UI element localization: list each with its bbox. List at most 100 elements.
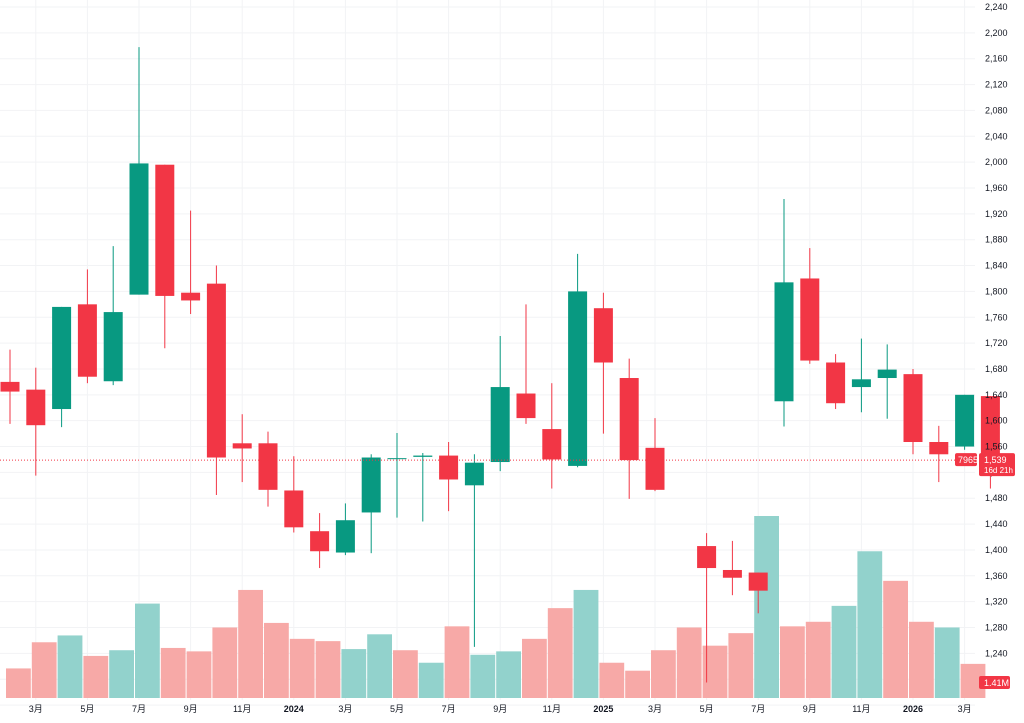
candle (826, 354, 846, 410)
price-tick-label: 1,640 (985, 390, 1008, 400)
price-tick-label: 2,200 (985, 28, 1008, 38)
price-tick-label: 1,400 (985, 545, 1008, 555)
countdown-label: 16d 21h (984, 466, 1013, 475)
volume-bar (728, 633, 754, 698)
candle-body (310, 531, 330, 552)
price-tick-label: 1,560 (985, 442, 1008, 452)
candle-body (516, 393, 536, 419)
candle-body (929, 442, 949, 455)
candle (181, 210, 201, 315)
volume-bar (31, 642, 57, 698)
candle-body (645, 447, 665, 490)
price-tick-label: 1,800 (985, 286, 1008, 296)
candle-body (955, 394, 975, 447)
candle (619, 358, 639, 499)
candle-body (77, 304, 97, 377)
candle (490, 335, 510, 472)
time-tick-label: 9月 (803, 704, 817, 714)
price-tick-label: 1,320 (985, 597, 1008, 607)
volume-bar (444, 626, 470, 698)
candle (52, 306, 72, 428)
price-tick-label: 1,880 (985, 235, 1008, 245)
volume-bar (805, 621, 831, 698)
price-tick-label: 1,360 (985, 571, 1008, 581)
volume-bar (831, 605, 857, 698)
candle-body (568, 291, 588, 466)
candle-body (103, 312, 123, 382)
candle (258, 431, 278, 507)
candle (877, 344, 897, 419)
symbol-badge (955, 453, 977, 467)
price-tick-label: 2,080 (985, 105, 1008, 115)
candle-body (542, 429, 562, 460)
time-axis[interactable]: 3月 5月 7月 9月 11月 2024 3月 5月 7月 9月 11月 2025 3月 5月 7月 9月 11… (29, 704, 972, 714)
candle (439, 442, 459, 512)
price-badge-label: 1,539 (984, 455, 1007, 465)
candle (593, 292, 613, 434)
volume-bar (780, 626, 805, 698)
candle (335, 503, 355, 556)
candle-body (464, 462, 484, 486)
candle (903, 368, 923, 455)
price-tick-label: 1,480 (985, 493, 1008, 503)
time-tick-label: 5月 (390, 704, 404, 714)
volume-bar (6, 668, 31, 698)
price-tick-label: 1,280 (985, 623, 1008, 633)
candle-body (851, 379, 871, 388)
price-axis[interactable]: 1,2401,2801,3201,3601,4001,4401,4801,520… (985, 2, 1008, 658)
candle (155, 164, 175, 349)
candle-body (877, 369, 897, 379)
price-tick-label: 1,240 (985, 648, 1008, 658)
candle-body (903, 374, 923, 443)
candle (800, 248, 820, 364)
price-tick-label: 1,960 (985, 183, 1008, 193)
candle-body (181, 292, 201, 301)
price-tick-label: 1,600 (985, 416, 1008, 426)
price-tick-label: 1,920 (985, 209, 1008, 219)
volume-bar (573, 589, 599, 698)
candle (464, 454, 484, 647)
candles (0, 47, 1000, 683)
volume-bar (315, 641, 341, 698)
candle-body (155, 164, 175, 296)
candle-body (129, 163, 149, 295)
candle-body (284, 490, 304, 528)
price-tick-label: 1,760 (985, 312, 1008, 322)
time-tick-label: 3月 (29, 704, 43, 714)
volume-bar (857, 551, 883, 698)
axis-badges: 7965 1,539 16d 21h 1.41M (955, 453, 1015, 689)
candle (232, 414, 252, 483)
symbol-badge-label: 7965 (958, 455, 978, 465)
volume-bars (6, 516, 986, 698)
candle (542, 383, 562, 489)
volume-bar (135, 603, 160, 698)
time-tick-label: 3月 (648, 704, 662, 714)
candle-body (413, 455, 433, 457)
volume-bar (909, 621, 934, 698)
time-tick-label: 7月 (442, 704, 456, 714)
candle-body (593, 308, 613, 363)
candle-body (258, 443, 278, 490)
volume-bar (109, 650, 134, 698)
candle (103, 246, 123, 386)
volume-bar (625, 670, 650, 698)
candle-body (774, 282, 794, 402)
volume-bar (547, 608, 573, 698)
candle-body (439, 455, 459, 480)
volume-bar (289, 638, 315, 698)
candle (413, 452, 433, 522)
time-tick-label: 7月 (132, 704, 146, 714)
volume-bar (367, 634, 392, 698)
volume-bar (651, 650, 676, 698)
candle (722, 540, 742, 596)
time-tick-label: 11月 (852, 704, 870, 714)
price-tick-label: 2,120 (985, 80, 1008, 90)
price-badge (979, 453, 1015, 477)
candle-body (52, 306, 72, 410)
volume-bar (393, 650, 418, 698)
time-tick-label: 2025 (593, 704, 613, 714)
price-tick-label: 2,000 (985, 157, 1008, 167)
candle (387, 432, 407, 518)
candle-body (206, 283, 226, 458)
